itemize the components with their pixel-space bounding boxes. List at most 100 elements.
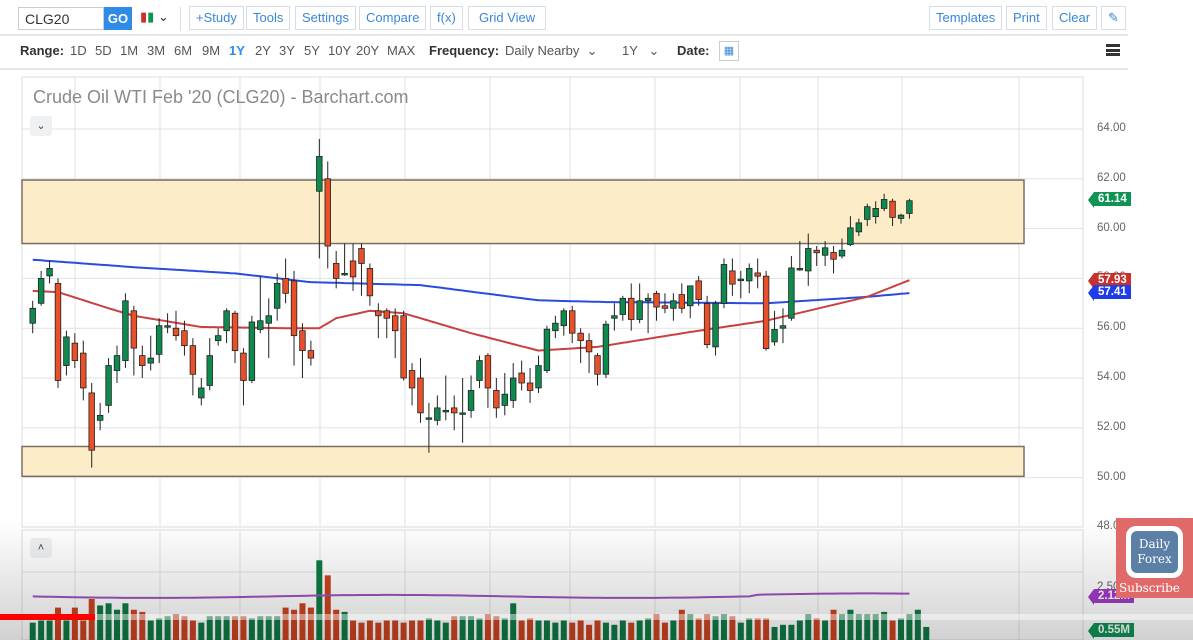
volume-bar: [80, 620, 87, 640]
collapse-chevron-icon[interactable]: ⌄: [30, 116, 52, 136]
candle: [358, 248, 365, 264]
candle: [248, 321, 256, 381]
volume-bar: [156, 618, 163, 640]
candle: [695, 280, 702, 300]
volume-bar: [586, 624, 593, 640]
volume-bar: [906, 614, 913, 640]
volume-bar: [484, 614, 491, 640]
volume-bar: [350, 620, 357, 640]
volume-bar: [602, 622, 609, 640]
range-2y[interactable]: 2Y: [255, 43, 271, 58]
range-5y[interactable]: 5Y: [304, 43, 320, 58]
volume-bar: [392, 620, 399, 640]
volume-bar: [206, 616, 213, 640]
volume-bar: [518, 620, 525, 640]
candle: [349, 260, 357, 278]
candle: [628, 297, 635, 320]
y-tick-label: 50.00: [1097, 470, 1126, 483]
volume-bar: [333, 609, 340, 640]
candle: [880, 199, 888, 209]
volume-bar: [375, 622, 382, 640]
candle: [855, 222, 863, 233]
print-button[interactable]: Print: [1006, 6, 1047, 30]
candle: [594, 355, 601, 375]
chart-type-dropdown[interactable]: ▮▮ ⌄: [140, 9, 169, 24]
compare-button[interactable]: Compare: [359, 6, 427, 30]
candle: [729, 270, 736, 285]
volume-bar: [425, 618, 432, 640]
candle: [720, 264, 728, 304]
candle: [493, 390, 500, 409]
pencil-icon[interactable]: ✎: [1101, 6, 1126, 30]
calendar-icon[interactable]: ▦: [719, 41, 739, 61]
candle: [712, 302, 719, 348]
volume-last-badge: 0.55M: [1088, 623, 1134, 639]
expand-volume-icon[interactable]: ˄: [30, 538, 52, 558]
candle: [906, 200, 913, 214]
study-button[interactable]: +Study: [189, 6, 244, 30]
menu-icon[interactable]: [1106, 44, 1120, 56]
grid-view-button[interactable]: Grid View: [468, 6, 547, 30]
volume-bar: [400, 622, 407, 640]
candle: [172, 327, 180, 337]
range-3y[interactable]: 3Y: [279, 43, 295, 58]
range-1m[interactable]: 1M: [120, 43, 139, 58]
volume-bar: [257, 616, 264, 640]
tools-button[interactable]: Tools: [246, 6, 291, 30]
candle: [552, 322, 559, 332]
volume-bar: [383, 620, 390, 640]
range-1d[interactable]: 1D: [70, 43, 87, 58]
volume-bar: [442, 622, 449, 640]
video-progress-bar[interactable]: [0, 614, 1193, 620]
volume-bar: [181, 616, 188, 640]
candle: [257, 320, 264, 330]
range-6m[interactable]: 6M: [174, 43, 193, 58]
range-10y[interactable]: 10Y: [328, 43, 352, 58]
symbol-input[interactable]: CLG20: [18, 7, 104, 30]
volume-bar: [577, 620, 584, 640]
volume-bar: [560, 620, 567, 640]
candle: [661, 305, 669, 309]
volume-bar: [451, 616, 458, 640]
candle: [122, 300, 129, 361]
volume-bar: [704, 614, 711, 640]
candle: [476, 360, 483, 381]
volume-bar: [594, 620, 601, 640]
candle: [366, 268, 374, 297]
range-label: Range:: [20, 43, 65, 58]
candle: [636, 300, 643, 320]
volume-bar: [71, 607, 78, 640]
candle: [602, 323, 610, 375]
volume-bar: [291, 609, 298, 640]
volume-bar: [493, 616, 500, 640]
volume-bar: [324, 575, 331, 640]
volume-bar: [830, 609, 837, 640]
volume-bar: [838, 614, 845, 640]
candle: [805, 248, 812, 272]
go-button[interactable]: GO: [104, 7, 132, 30]
fx-button[interactable]: f(x): [430, 6, 463, 30]
volume-bar: [670, 620, 677, 640]
video-progress-fill: [0, 614, 95, 620]
candle: [796, 268, 804, 271]
candle: [830, 252, 837, 260]
range-20y[interactable]: 20Y: [356, 43, 380, 58]
candle: [63, 336, 70, 366]
clear-button[interactable]: Clear: [1052, 6, 1098, 30]
templates-button[interactable]: Templates: [929, 6, 1003, 30]
range-3m[interactable]: 3M: [147, 43, 166, 58]
y-tick-label: 52.00: [1097, 420, 1126, 433]
range-1y[interactable]: 1Y: [229, 43, 245, 58]
candle: [299, 330, 306, 352]
dailyforex-subscribe-badge[interactable]: Daily Forex Subscribe: [1116, 518, 1193, 598]
range-9m[interactable]: 9M: [202, 43, 221, 58]
range-5d[interactable]: 5D: [95, 43, 112, 58]
frequency-dropdown[interactable]: Daily Nearby ⌄: [505, 43, 598, 58]
brand-line2: Forex: [1137, 552, 1172, 566]
settings-button[interactable]: Settings: [295, 6, 356, 30]
candle: [771, 329, 778, 343]
range-max[interactable]: MAX: [387, 43, 416, 58]
volume-bar: [417, 620, 424, 640]
period-dropdown[interactable]: 1Y ⌄: [622, 43, 660, 58]
